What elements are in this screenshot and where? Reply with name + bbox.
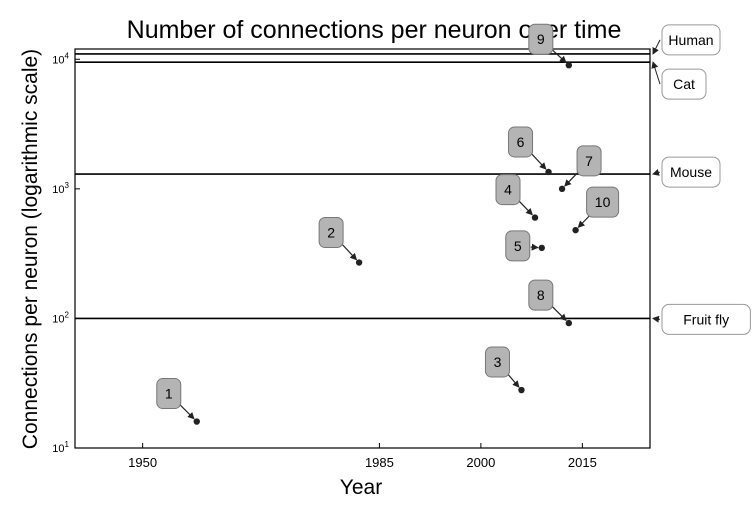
data-points: 1 2 3 4 5 6 7 8 9 10 bbox=[156, 23, 620, 425]
ref-label-human: Human bbox=[668, 32, 713, 48]
data-point-9 bbox=[565, 61, 573, 69]
x-tick-label: 1950 bbox=[128, 455, 157, 470]
plot-frame bbox=[74, 48, 651, 449]
point-label-box-6 bbox=[508, 126, 534, 158]
ref-label-box-human bbox=[661, 24, 721, 56]
data-point-6 bbox=[545, 168, 552, 176]
x-tick-label: 2000 bbox=[466, 455, 495, 470]
ref-arrow-cat bbox=[651, 61, 661, 85]
y-tick-label: 104 bbox=[52, 51, 69, 66]
point-label-box-7 bbox=[576, 145, 602, 177]
ref-label-box-mouse bbox=[661, 156, 721, 188]
data-point-5 bbox=[538, 244, 545, 252]
point-label-box-10 bbox=[586, 186, 620, 218]
ref-label-cat: Cat bbox=[673, 76, 695, 92]
ref-arrow-mouse bbox=[652, 169, 661, 176]
ref-label-fruit-fly: Fruit fly bbox=[683, 311, 729, 327]
point-label-7: 7 bbox=[585, 153, 593, 169]
y-axis-label: Connections per neuron (logarithmic scal… bbox=[19, 49, 42, 449]
point-label-9: 9 bbox=[537, 31, 545, 47]
point-label-5: 5 bbox=[514, 238, 522, 254]
data-point-10 bbox=[572, 226, 579, 234]
point-label-box-5 bbox=[505, 230, 531, 262]
axis-ticks: 1950 1985 2000 2015 101 102 103 104 bbox=[52, 51, 597, 470]
data-point-8 bbox=[565, 319, 573, 327]
data-point-3 bbox=[518, 386, 525, 394]
point-label-10: 10 bbox=[595, 194, 611, 210]
y-tick-label: 101 bbox=[52, 440, 69, 455]
ref-label-box-fruit-fly bbox=[661, 303, 751, 335]
data-point-4 bbox=[531, 214, 539, 221]
data-point-1 bbox=[193, 418, 200, 425]
point-label-box-1 bbox=[156, 378, 182, 410]
point-label-box-3 bbox=[484, 346, 510, 378]
point-label-1: 1 bbox=[165, 386, 173, 402]
point-label-box-4 bbox=[495, 174, 521, 206]
point-label-4: 4 bbox=[504, 182, 512, 198]
data-point-7 bbox=[558, 185, 566, 193]
y-tick-label: 103 bbox=[52, 181, 69, 196]
point-label-2: 2 bbox=[327, 225, 335, 241]
point-label-6: 6 bbox=[517, 134, 525, 150]
point-arrow-2 bbox=[339, 241, 358, 261]
x-axis-label: Year bbox=[340, 476, 382, 499]
ref-label-mouse: Mouse bbox=[670, 164, 712, 180]
x-tick-label: 2015 bbox=[568, 455, 597, 470]
ref-arrow-human bbox=[652, 39, 661, 55]
x-tick-label: 1985 bbox=[365, 455, 394, 470]
y-tick-label: 102 bbox=[52, 310, 69, 325]
point-label-8: 8 bbox=[537, 287, 545, 303]
point-arrow-6 bbox=[528, 151, 547, 170]
point-label-box-8 bbox=[528, 279, 554, 311]
ref-arrow-fruit-fly bbox=[652, 315, 661, 323]
ref-label-box-cat bbox=[661, 68, 707, 100]
point-label-box-9 bbox=[528, 23, 554, 55]
point-arrow-5 bbox=[530, 243, 539, 251]
data-point-2 bbox=[355, 259, 363, 266]
point-label-3: 3 bbox=[494, 354, 502, 370]
reference-lines: Human Cat Mouse Fruit fly bbox=[75, 24, 751, 335]
point-label-box-2 bbox=[318, 217, 344, 249]
